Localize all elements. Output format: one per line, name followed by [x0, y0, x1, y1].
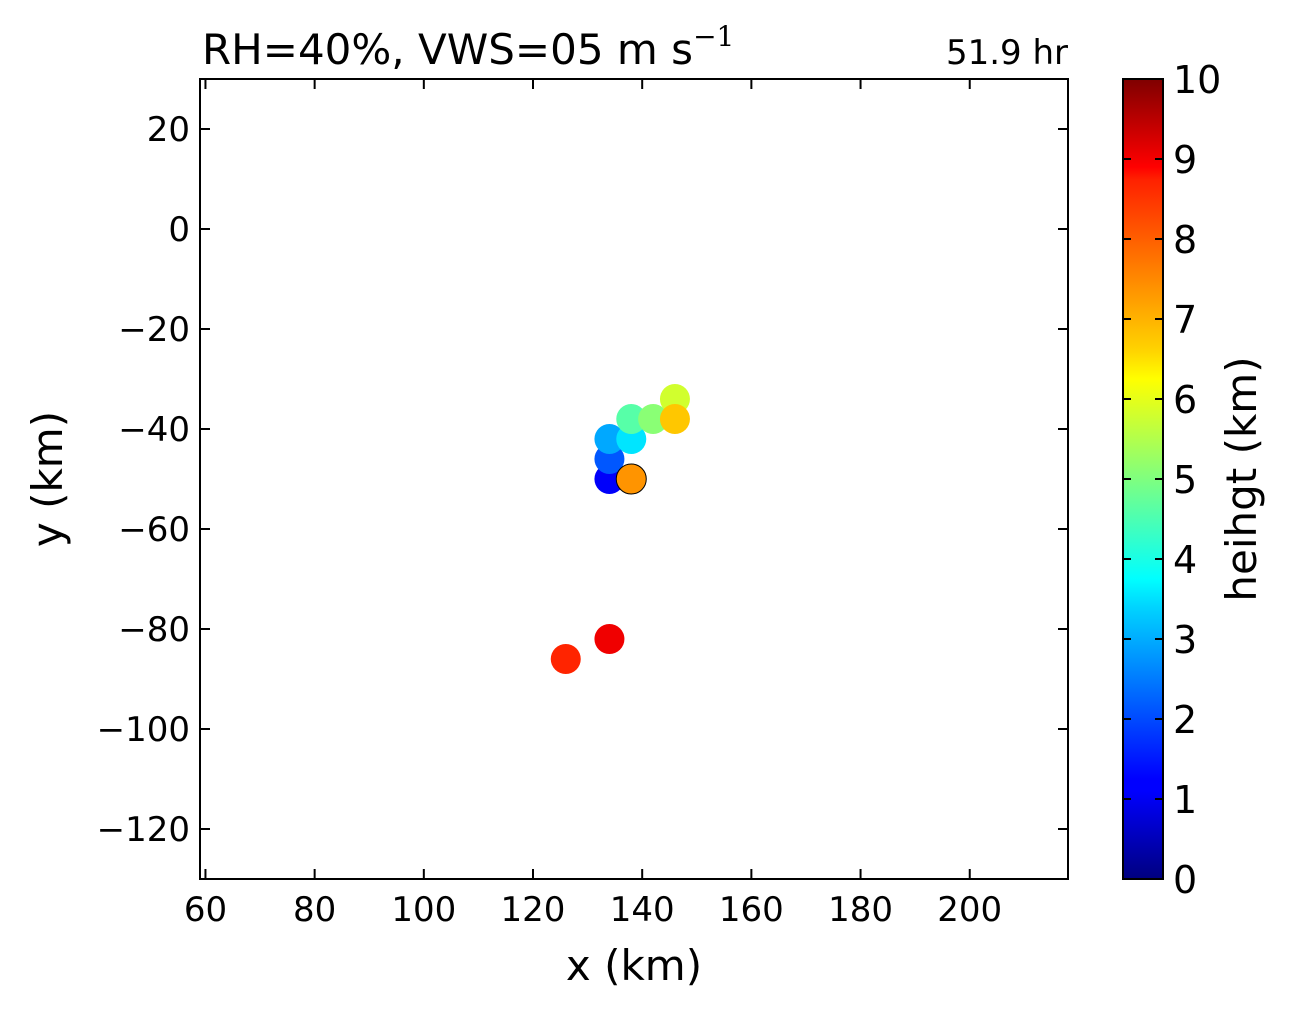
- plot-frame: [199, 78, 1069, 880]
- y-tick-label: −100: [97, 710, 190, 750]
- y-axis-label: y (km): [23, 411, 72, 547]
- colorbar-tick-label: 9: [1173, 138, 1197, 182]
- y-tick-label: −80: [118, 610, 190, 650]
- y-tick-label: −60: [118, 510, 190, 550]
- x-tick-label: 100: [391, 890, 456, 930]
- scatter-point: [550, 644, 581, 674]
- scatter-point: [594, 424, 625, 454]
- x-tick-label: 160: [719, 890, 784, 930]
- x-tick-label: 140: [610, 890, 675, 930]
- scatter-point: [659, 404, 690, 434]
- colorbar-tick-label: 2: [1173, 698, 1197, 742]
- y-tick-label: −120: [97, 810, 190, 850]
- scatter-point: [615, 463, 647, 495]
- colorbar-tick-label: 5: [1173, 458, 1197, 502]
- scatter-point: [594, 624, 625, 654]
- scatter-point: [638, 404, 669, 434]
- y-tick-label: −20: [118, 310, 190, 350]
- y-tick-label: −40: [118, 410, 190, 450]
- y-axis-ticks: 20 0 −20 −40 −60 −80 −100 −120: [97, 110, 1068, 850]
- x-axis-label: x (km): [566, 941, 702, 990]
- scatter-point: [616, 404, 647, 434]
- x-tick-label: 120: [501, 890, 566, 930]
- x-tick-label: 60: [184, 890, 227, 930]
- x-tick-label: 200: [937, 890, 1002, 930]
- x-tick-label: 80: [293, 890, 336, 930]
- colorbar-tick-label: 10: [1173, 58, 1221, 102]
- colorbar-tick-label: 0: [1173, 858, 1197, 902]
- colorbar-label: heihgt (km): [1217, 356, 1266, 601]
- y-tick-label: 20: [147, 110, 190, 150]
- y-tick-label: 0: [168, 210, 190, 250]
- colorbar-tick-label: 4: [1173, 538, 1197, 582]
- time-label: 51.9 hr: [946, 33, 1068, 73]
- colorbar-tick-label: 1: [1173, 778, 1197, 822]
- chart-title: RH=40%, VWS=05 m s−1: [202, 20, 734, 74]
- x-tick-label: 180: [828, 890, 893, 930]
- colorbar-tick-label: 8: [1173, 218, 1197, 262]
- colorbar-tick-label: 3: [1173, 618, 1197, 662]
- x-axis-ticks: 60 80 100 120 140 160 180 200: [184, 79, 1002, 930]
- colorbar-ticks: 0 1 2 3 4 5 6 7 8 9 10: [1123, 58, 1221, 902]
- data-points: [550, 384, 690, 674]
- colorbar-tick-label: 6: [1173, 378, 1197, 422]
- colorbar-tick-label: 7: [1173, 298, 1197, 342]
